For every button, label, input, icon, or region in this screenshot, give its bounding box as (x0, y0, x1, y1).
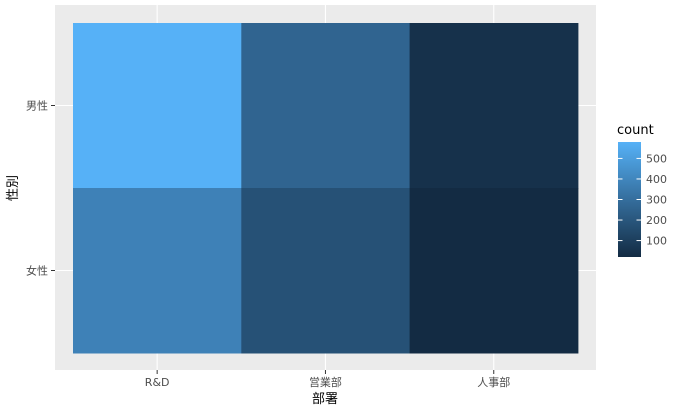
x-axis: R&D 営業部 人事部 (145, 370, 510, 389)
heatmap-cell (241, 23, 411, 189)
legend-colorbar (618, 142, 641, 257)
y-tick-label: 男性 (26, 99, 48, 113)
legend-title: count (617, 123, 654, 138)
y-axis-title: 性別 (6, 175, 21, 201)
x-tick-label: 人事部 (477, 375, 510, 389)
heatmap-cell (73, 23, 242, 189)
legend-ticks: 100 200 300 400 500 (618, 152, 667, 248)
color-legend: count 100 200 300 400 500 (617, 123, 667, 257)
x-axis-title: 部署 (312, 392, 338, 407)
heatmap-cells (73, 23, 579, 354)
x-tick-label: 営業部 (309, 375, 342, 389)
legend-tick-label: 300 (646, 194, 667, 207)
legend-tick-label: 100 (646, 235, 667, 248)
heatmap-cell (409, 188, 579, 354)
y-tick-label: 女性 (26, 264, 48, 278)
heatmap-cell (73, 188, 242, 354)
heatmap-cell (409, 23, 579, 189)
x-tick-label: R&D (145, 376, 170, 389)
legend-tick-label: 500 (646, 152, 667, 165)
legend-tick-label: 400 (646, 173, 667, 186)
heatmap-cell (241, 188, 411, 354)
legend-tick-label: 200 (646, 214, 667, 227)
